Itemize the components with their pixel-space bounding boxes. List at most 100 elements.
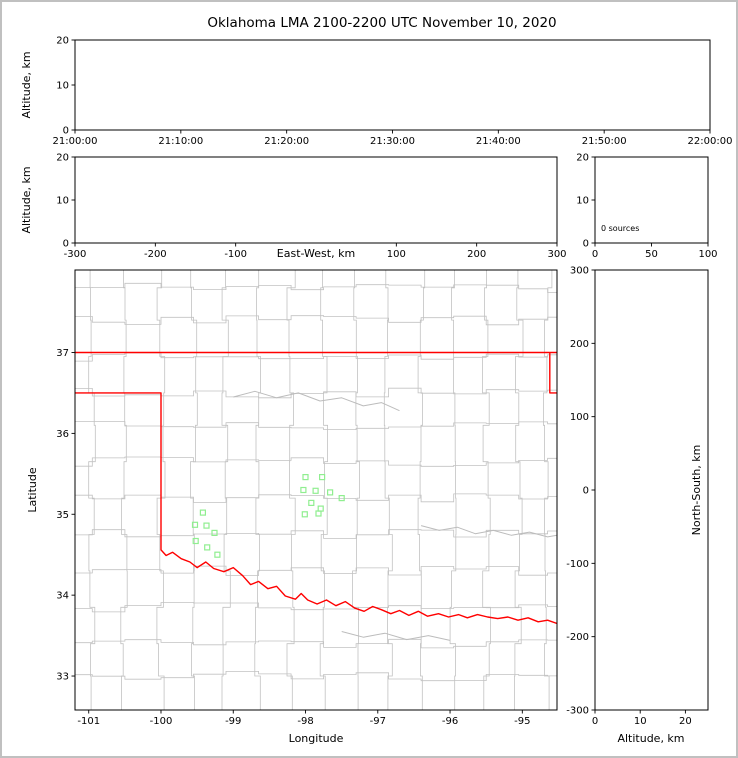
tick-label: 22:00:00 [688, 136, 733, 147]
county-line [254, 270, 261, 710]
lma-station-marker [315, 510, 322, 517]
xlabel-map: Longitude [289, 732, 344, 745]
tick-label: 10 [56, 196, 69, 207]
county-line [383, 270, 393, 710]
tick-label: 21:40:00 [476, 136, 521, 147]
tick-label: -100 [224, 249, 247, 260]
tick-label: -96 [442, 716, 458, 727]
county-line [514, 270, 524, 710]
histogram-annotation: 0 sources [601, 224, 639, 233]
tick-label: 50 [645, 249, 658, 260]
lma-station-marker [319, 474, 326, 481]
tick-label: 21:30:00 [370, 136, 415, 147]
tick-label: -99 [225, 716, 241, 727]
lma-station-marker [204, 544, 211, 551]
tick-label: 200 [570, 339, 589, 350]
lma-station-marker [338, 495, 345, 502]
county-line [75, 602, 557, 613]
lma-station-marker [327, 489, 334, 496]
tick-label: 0 [583, 239, 589, 250]
state-border-line [75, 392, 557, 625]
lma-station-marker [301, 511, 308, 518]
tick-label: 34 [56, 591, 69, 602]
tick-label: -100 [566, 559, 589, 570]
tick-label: 21:20:00 [264, 136, 309, 147]
map-content-layer [75, 270, 557, 710]
tick-label: 200 [467, 249, 486, 260]
panel-plan-view-map [74, 269, 558, 711]
river-line [233, 390, 400, 412]
lma-station-marker [191, 521, 199, 528]
county-line [482, 270, 491, 710]
lma-station-marker [317, 505, 324, 512]
tick-label: -97 [370, 716, 386, 727]
county-line [88, 270, 96, 710]
tick-label: 10 [56, 81, 69, 92]
figure-title: Oklahoma LMA 2100-2200 UTC November 10, … [207, 15, 556, 31]
tick-label: 33 [56, 672, 69, 683]
xlabel-ns-height: Altitude, km [617, 732, 684, 745]
tick-label: 21:10:00 [158, 136, 203, 147]
tick-label: 0 [592, 249, 598, 260]
tick-label: 20 [679, 716, 692, 727]
tick-label: 0 [63, 239, 69, 250]
river-line [420, 525, 557, 538]
ylabel-ew-height: Altitude, km [20, 166, 33, 233]
county-line [417, 270, 426, 710]
tick-label: 36 [56, 429, 69, 440]
lma-station-marker [300, 486, 307, 494]
lma-station-marker [302, 474, 309, 481]
county-line [75, 529, 557, 539]
ylabel-ns-height: North-South, km [690, 445, 703, 536]
county-line [75, 671, 557, 682]
tick-label: -95 [514, 716, 530, 727]
county-line [156, 270, 166, 710]
state-border-line [549, 352, 557, 394]
tick-label: 20 [56, 153, 69, 164]
tick-label: -101 [77, 716, 100, 727]
lma-station-marker [199, 509, 206, 516]
tick-label: -300 [64, 249, 87, 260]
lma-station-marker [203, 522, 210, 529]
tick-label: -98 [297, 716, 313, 727]
county-line [352, 270, 360, 710]
ylabel-map: Latitude [26, 467, 39, 513]
county-line [190, 270, 198, 710]
county-line [75, 638, 557, 649]
tick-label: 0 [63, 126, 69, 137]
tick-label: 10 [576, 196, 589, 207]
river-line [341, 631, 451, 641]
lma-station-marker [312, 487, 319, 494]
tick-label: 20 [576, 153, 589, 164]
ticks-layer: 21:00:00 21:10:00 21:20:00 21:30:00 21:40:00… [53, 36, 733, 728]
panel-time-height [74, 39, 711, 131]
county-line [120, 270, 128, 710]
lma-station-marker [214, 551, 221, 558]
ylabel-time-height: Altitude, km [20, 51, 33, 118]
county-line [75, 352, 557, 362]
tick-label: 20 [56, 36, 69, 47]
county-line [75, 493, 557, 503]
county-line [75, 315, 557, 326]
tick-label: 300 [570, 266, 589, 277]
tick-label: 37 [56, 348, 69, 359]
county-line [286, 270, 296, 710]
tick-label: 21:50:00 [582, 136, 627, 147]
county-line [75, 282, 557, 293]
lma-station-marker [192, 537, 199, 545]
tick-label: -100 [150, 716, 173, 727]
tick-label: 300 [547, 249, 566, 260]
tick-label: 100 [698, 249, 717, 260]
county-line [543, 270, 553, 710]
county-line [221, 270, 231, 710]
tick-label: 21:00:00 [53, 136, 98, 147]
tick-label: 0 [583, 486, 589, 497]
lma-station-marker [308, 499, 315, 506]
tick-label: 35 [56, 510, 69, 521]
lma-station-marker [211, 529, 218, 537]
tick-label: -200 [566, 632, 589, 643]
tick-label: -200 [144, 249, 167, 260]
